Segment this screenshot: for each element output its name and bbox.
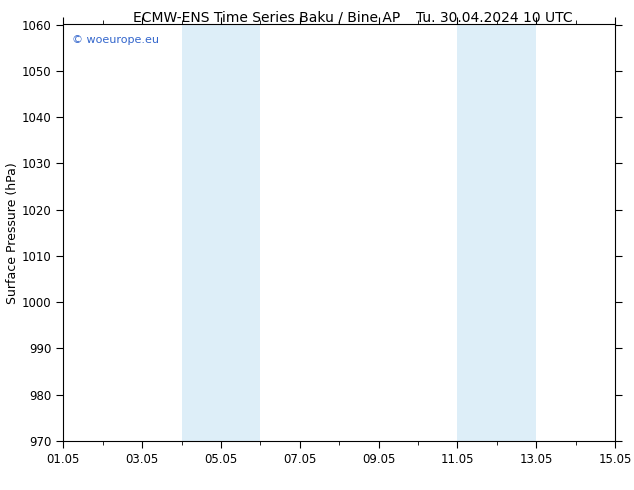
Text: Tu. 30.04.2024 10 UTC: Tu. 30.04.2024 10 UTC <box>416 11 573 25</box>
Y-axis label: Surface Pressure (hPa): Surface Pressure (hPa) <box>6 162 19 304</box>
Bar <box>497 24 536 441</box>
Text: © woeurope.eu: © woeurope.eu <box>72 35 158 45</box>
Bar <box>181 24 221 441</box>
Bar <box>221 24 261 441</box>
Bar <box>457 24 497 441</box>
Text: ECMW-ENS Time Series Baku / Bine AP: ECMW-ENS Time Series Baku / Bine AP <box>133 11 400 25</box>
